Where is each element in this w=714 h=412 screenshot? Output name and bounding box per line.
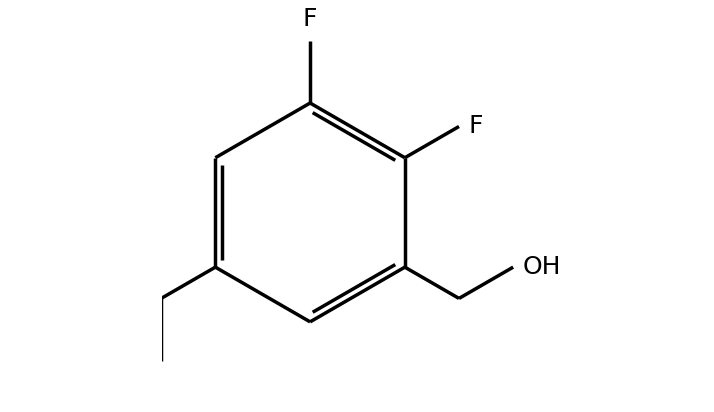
Text: F: F: [469, 115, 483, 138]
Text: OH: OH: [523, 255, 561, 279]
Text: F: F: [303, 7, 317, 31]
